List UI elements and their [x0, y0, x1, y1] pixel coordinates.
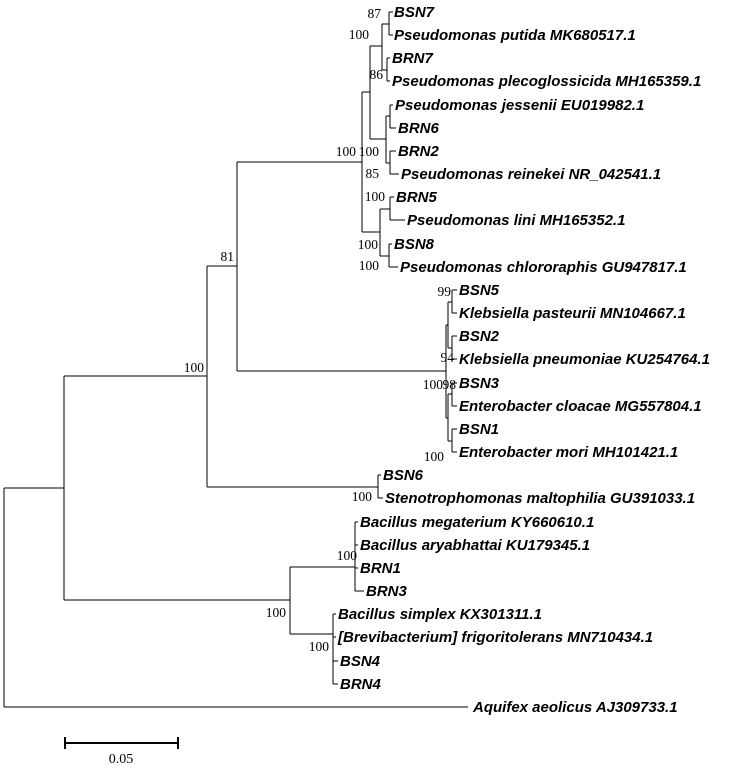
- taxon-label: Stenotrophomonas maltophilia GU391033.1: [385, 490, 695, 507]
- bootstrap-value: 100: [349, 27, 370, 42]
- taxon-label: BRN3: [366, 583, 407, 600]
- taxon-label: Pseudomonas lini MH165352.1: [407, 212, 625, 229]
- branches: [3, 11, 468, 708]
- taxon-label: BSN1: [459, 421, 499, 438]
- taxon-label: Pseudomonas reinekei NR_042541.1: [401, 166, 661, 183]
- taxon-label: Pseudomonas jessenii EU019982.1: [395, 97, 644, 114]
- bootstrap-value: 100: [337, 548, 358, 563]
- taxon-label: Klebsiella pasteurii MN104667.1: [459, 305, 686, 322]
- bootstrap-value: 100: [423, 377, 444, 392]
- taxon-label: BRN6: [398, 120, 439, 137]
- bootstrap-value: 98: [443, 377, 457, 392]
- taxon-label: BRN4: [340, 676, 381, 693]
- bootstrap-value: 100: [358, 237, 379, 252]
- taxon-label: BSN6: [383, 467, 424, 484]
- taxon-label: Klebsiella pneumoniae KU254764.1: [459, 351, 710, 368]
- taxon-label: BRN2: [398, 143, 439, 160]
- taxon-label: BSN8: [394, 236, 435, 253]
- taxon-label: Enterobacter cloacae MG557804.1: [459, 398, 702, 415]
- taxon-label: BSN3: [459, 375, 500, 392]
- taxon-label: Pseudomonas chlororaphis GU947817.1: [400, 259, 687, 276]
- taxon-label: Pseudomonas putida MK680517.1: [394, 27, 636, 44]
- taxon-label: BSN4: [340, 653, 381, 670]
- taxon-label: BSN2: [459, 328, 500, 345]
- taxon-label: Enterobacter mori MH101421.1: [459, 444, 678, 461]
- bootstrap-value: 100: [359, 258, 380, 273]
- taxon-label: Pseudomonas plecoglossicida MH165359.1: [392, 73, 701, 90]
- bootstrap-value: 94: [441, 350, 455, 365]
- bootstrap-value: 100: [352, 489, 373, 504]
- bootstrap-value: 100: [184, 360, 205, 375]
- taxon-label: BSN5: [459, 282, 500, 299]
- bootstrap-value: 85: [366, 166, 380, 181]
- scale-bar-label: 0.05: [109, 752, 134, 767]
- taxon-label: BSN7: [394, 4, 435, 21]
- taxon-labels: BSN7 Pseudomonas putida MK680517.1 BRN7 Pse…: [337, 4, 710, 716]
- bootstrap-value: 100: [359, 144, 380, 159]
- scale-bar: 0.05: [64, 737, 179, 767]
- bootstrap-value: 100: [424, 449, 445, 464]
- taxon-label: [Brevibacterium] frigoritolerans MN71043…: [337, 629, 653, 646]
- taxon-label: Bacillus megaterium KY660610.1: [360, 514, 594, 531]
- bootstrap-value: 99: [438, 284, 452, 299]
- taxon-label: Bacillus aryabhattai KU179345.1: [360, 537, 590, 554]
- bootstrap-value: 100: [336, 144, 357, 159]
- bootstrap-value: 100: [266, 605, 287, 620]
- bootstrap-value: 86: [370, 67, 384, 82]
- taxon-label: BRN5: [396, 189, 437, 206]
- taxon-label: BRN7: [392, 50, 433, 67]
- bootstrap-value: 87: [368, 6, 382, 21]
- bootstrap-value: 81: [221, 249, 235, 264]
- taxon-label: Aquifex aeolicus AJ309733.1: [472, 699, 678, 716]
- taxon-label: BRN1: [360, 560, 401, 577]
- bootstrap-value: 100: [309, 639, 330, 654]
- taxon-label: Bacillus simplex KX301311.1: [338, 606, 542, 623]
- bootstrap-value: 100: [365, 189, 386, 204]
